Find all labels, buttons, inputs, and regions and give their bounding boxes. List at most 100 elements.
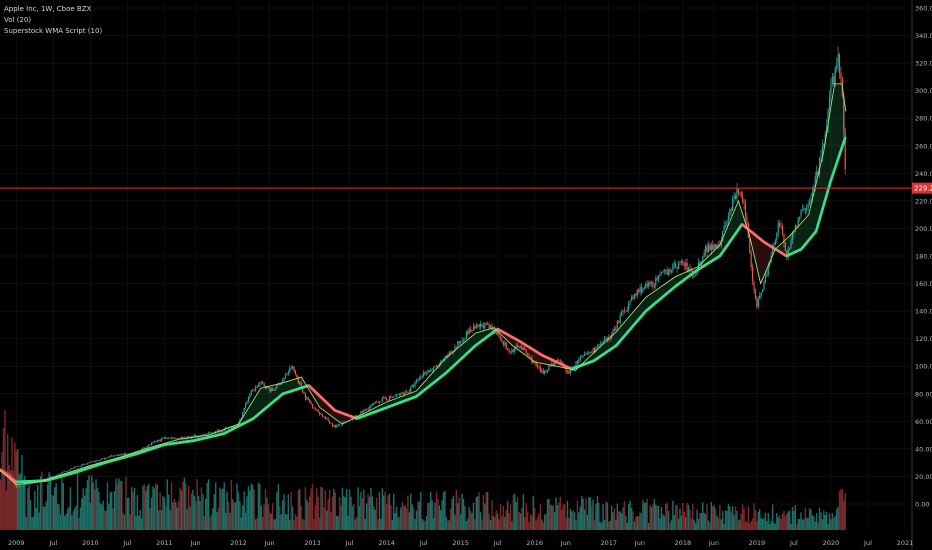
- ribbon-segment: [536, 351, 538, 363]
- volume-bar: [559, 496, 562, 530]
- ribbon-segment: [709, 254, 710, 263]
- volume-bar: [562, 504, 564, 530]
- candle-body: [257, 384, 260, 388]
- candle-body: [427, 370, 429, 374]
- ribbon-segment: [838, 83, 840, 157]
- ribbon-segment: [522, 343, 524, 354]
- candle-body: [733, 195, 735, 199]
- volume-bar: [663, 516, 666, 530]
- candle-body: [676, 267, 678, 270]
- ribbon-segment: [615, 331, 617, 346]
- volume-bar: [669, 523, 671, 530]
- ribbon-segment: [679, 274, 680, 284]
- volume-bar: [482, 494, 485, 530]
- volume-bar: [806, 517, 808, 530]
- ribbon-segment: [284, 382, 285, 394]
- candle-body: [125, 453, 127, 455]
- volume-bar: [430, 491, 432, 530]
- candle-body: [781, 226, 784, 235]
- volume-bar: [377, 519, 379, 530]
- candle-body: [639, 287, 641, 292]
- candle-body: [551, 363, 553, 367]
- candle-body: [79, 466, 81, 467]
- candle-body: [444, 356, 446, 360]
- ribbon-segment: [274, 384, 276, 401]
- ribbon-segment: [423, 381, 425, 391]
- volume-bar: [243, 491, 245, 530]
- ribbon-segment: [723, 234, 725, 251]
- wma-indicator-title[interactable]: Superstock WMA Script (10): [4, 27, 103, 35]
- ribbon-segment: [473, 334, 475, 348]
- candle-body: [72, 468, 74, 469]
- volume-bar: [774, 523, 777, 530]
- ribbon-segment: [808, 214, 809, 241]
- ribbon-segment: [658, 287, 660, 301]
- ribbon-segment: [667, 281, 669, 293]
- volume-bar: [608, 521, 610, 530]
- candle-body: [816, 171, 818, 177]
- candle-body: [672, 264, 674, 271]
- volume-bar: [217, 508, 220, 530]
- candle-body: [648, 282, 650, 287]
- ribbon-segment: [485, 329, 487, 339]
- volume-bar: [189, 506, 191, 530]
- ribbon-segment: [430, 374, 432, 386]
- ribbon-segment: [755, 235, 757, 265]
- candle-body: [497, 330, 499, 334]
- candle-body: [146, 446, 148, 448]
- volume-bar: [645, 502, 647, 530]
- candle-body: [311, 403, 314, 408]
- candle-body: [27, 484, 29, 486]
- volume-bar: [209, 517, 211, 530]
- ribbon-segment: [613, 334, 614, 348]
- candle-body: [4, 470, 6, 472]
- candle-body: [737, 188, 739, 193]
- volume-bar: [73, 508, 76, 530]
- ribbon-segment: [806, 216, 808, 243]
- x-tick-label: Jun: [708, 539, 719, 547]
- time-axis[interactable]: 2009 Jul 2010 Jul 2011 Jun 2012 Jun 2013 Jul 2014 J…: [8, 539, 913, 547]
- ribbon-segment: [815, 181, 817, 232]
- ribbon-segment: [664, 283, 666, 296]
- volume-bar: [286, 514, 288, 530]
- candle-body: [687, 268, 690, 272]
- volume-bar: [259, 484, 261, 530]
- volume-bar: [360, 491, 362, 530]
- candle-body: [152, 442, 154, 444]
- candle-body: [666, 270, 668, 275]
- ribbon-segment: [249, 404, 251, 421]
- candle-body: [638, 290, 640, 292]
- candle-body: [769, 262, 771, 266]
- ribbon-segment: [525, 344, 527, 356]
- volume-bar: [51, 494, 53, 530]
- candle-body: [658, 276, 660, 280]
- candle-body: [247, 397, 250, 402]
- symbol-title[interactable]: Apple Inc, 1W, Cboe BZX: [4, 5, 92, 13]
- volume-bar: [801, 519, 804, 530]
- ribbon-segment: [610, 336, 611, 350]
- candle-body: [478, 324, 480, 328]
- candle-body: [220, 430, 222, 432]
- ribbon-segment: [278, 383, 280, 398]
- ribbon-segment: [834, 83, 836, 170]
- volume-bar: [301, 518, 304, 530]
- ribbon-segment: [335, 410, 337, 420]
- volume-bar: [605, 501, 607, 530]
- price-axis[interactable]: 0.0020.0040.0060.0080.00100.00120.00140.…: [915, 5, 932, 509]
- volume-bar: [175, 502, 177, 530]
- volume-bar: [754, 509, 757, 530]
- ribbon-segment: [249, 405, 250, 421]
- volume-indicator-title[interactable]: Vol (20): [4, 16, 32, 24]
- ribbon-segment: [814, 187, 816, 234]
- ribbon-segment: [721, 238, 723, 253]
- candle-body: [593, 348, 596, 352]
- volume-bar: [158, 510, 160, 530]
- candle-body: [673, 263, 675, 265]
- volume-bar: [71, 515, 73, 530]
- candle-body: [98, 460, 100, 461]
- volume-bar: [86, 480, 89, 530]
- ribbon-segment: [246, 410, 248, 423]
- volume-bar: [239, 501, 241, 530]
- volume-bar: [749, 523, 751, 530]
